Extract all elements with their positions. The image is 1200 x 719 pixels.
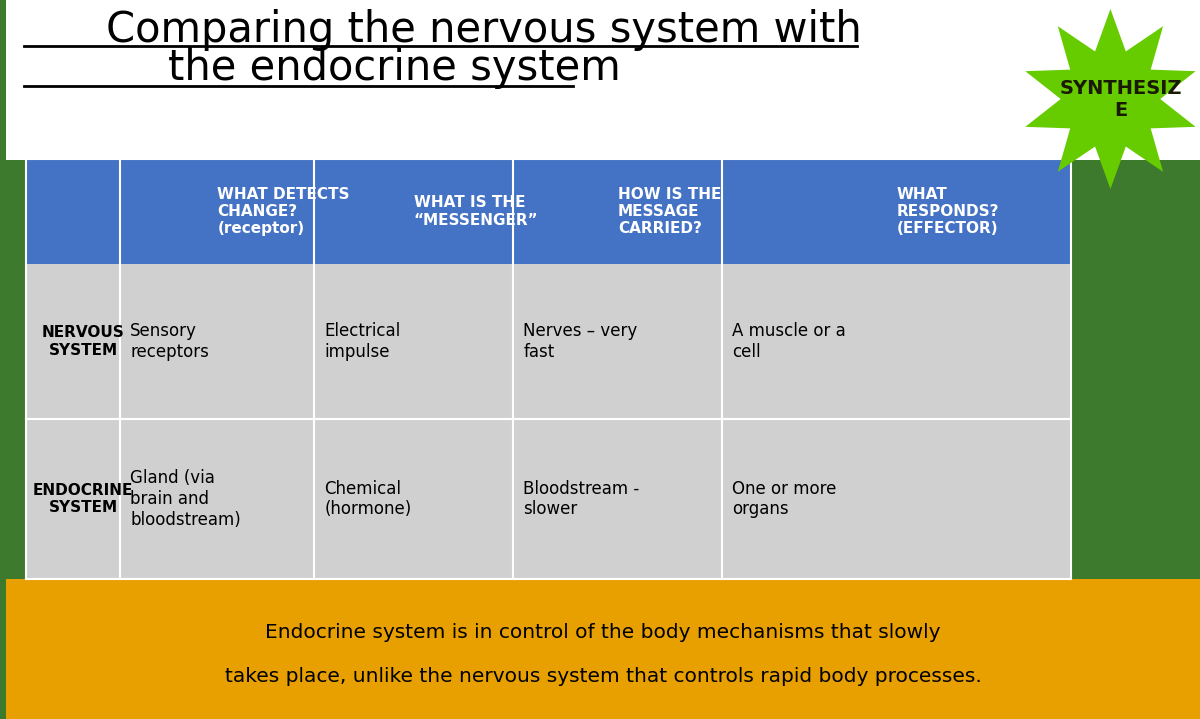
FancyBboxPatch shape: [6, 0, 1200, 719]
Text: WHAT DETECTS
CHANGE?
(receptor): WHAT DETECTS CHANGE? (receptor): [217, 187, 350, 237]
FancyBboxPatch shape: [6, 579, 1200, 719]
Text: A muscle or a
cell: A muscle or a cell: [732, 322, 846, 361]
Text: WHAT
RESPONDS?
(EFFECTOR): WHAT RESPONDS? (EFFECTOR): [896, 187, 998, 237]
Text: Bloodstream -
slower: Bloodstream - slower: [523, 480, 640, 518]
Polygon shape: [1025, 9, 1195, 189]
Text: NERVOUS
SYSTEM: NERVOUS SYSTEM: [42, 325, 125, 357]
Text: ENDOCRINE
SYSTEM: ENDOCRINE SYSTEM: [32, 482, 133, 516]
Text: Gland (via
brain and
bloodstream): Gland (via brain and bloodstream): [131, 470, 241, 528]
Text: the endocrine system: the endocrine system: [168, 47, 620, 89]
Text: Nerves – very
fast: Nerves – very fast: [523, 322, 637, 361]
Text: Sensory
receptors: Sensory receptors: [131, 322, 209, 361]
Text: Endocrine system is in control of the body mechanisms that slowly: Endocrine system is in control of the bo…: [265, 623, 941, 641]
Text: takes place, unlike the nervous system that controls rapid body processes.: takes place, unlike the nervous system t…: [224, 667, 982, 687]
Text: Chemical
(hormone): Chemical (hormone): [324, 480, 412, 518]
Text: SYNTHESIZ
E: SYNTHESIZ E: [1060, 78, 1182, 119]
Text: HOW IS THE
MESSAGE
CARRIED?: HOW IS THE MESSAGE CARRIED?: [618, 187, 721, 237]
FancyBboxPatch shape: [25, 159, 1070, 579]
Text: Comparing the nervous system with: Comparing the nervous system with: [106, 9, 862, 51]
Text: Electrical
impulse: Electrical impulse: [324, 322, 401, 361]
Text: WHAT IS THE
“MESSENGER”: WHAT IS THE “MESSENGER”: [414, 196, 539, 228]
FancyBboxPatch shape: [6, 0, 1200, 160]
FancyBboxPatch shape: [25, 159, 1070, 264]
Text: One or more
organs: One or more organs: [732, 480, 836, 518]
